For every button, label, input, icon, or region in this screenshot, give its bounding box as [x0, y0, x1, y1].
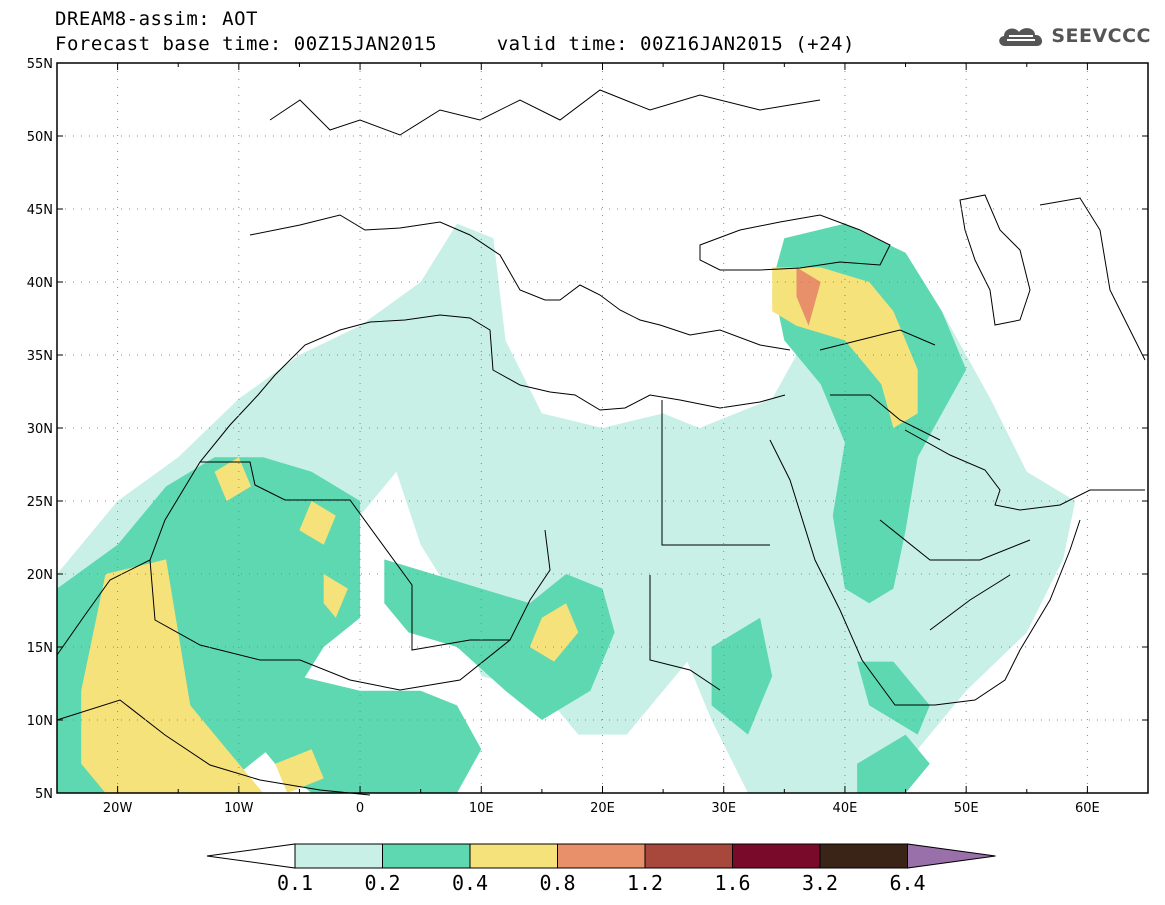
- coastline-gulf-guinea: [56, 699, 371, 796]
- lat-tick-label: 5N: [35, 787, 53, 802]
- aot-region-12: [275, 749, 324, 793]
- aot-region-9: [214, 457, 251, 501]
- aot-region-15: [796, 267, 821, 326]
- colorbar-label: 0.8: [539, 871, 575, 895]
- coastlines-borders: [56, 89, 1146, 796]
- colorbar-segment: [294, 843, 383, 869]
- aot-region-8: [81, 559, 264, 793]
- colorbar-arrow-low: [206, 843, 296, 869]
- colorbar-segment: [644, 843, 733, 869]
- chart-title: DREAM8-assim: AOT: [55, 8, 258, 30]
- aot-region-5: [711, 617, 773, 735]
- lat-tick-label: 50N: [27, 130, 53, 145]
- aot-region-10: [299, 501, 336, 545]
- lat-tick-label: 20N: [27, 568, 53, 583]
- lat-tick-label: 40N: [27, 276, 53, 291]
- axis-ticks: 55N 50N 45N 40N 35N 30N 25N 20N 15N 10N 5N 20W 10W 0 1…: [27, 57, 1149, 816]
- border-egypt-sudan: [649, 400, 770, 691]
- aot-region-6: [857, 661, 930, 735]
- lat-tick-label: 45N: [27, 203, 53, 218]
- lon-tick-label: 10E: [469, 801, 494, 816]
- colorbar-segment: [557, 843, 646, 869]
- lon-tick-label: 20E: [590, 801, 615, 816]
- lat-tick-label: 30N: [27, 422, 53, 437]
- lat-tick-label: 55N: [27, 57, 53, 72]
- border-middle-east: [819, 329, 941, 441]
- aot-region-7: [857, 734, 930, 793]
- coastline-north-europe: [269, 89, 821, 136]
- lat-lon-grid: [57, 62, 1148, 794]
- coastline-red-sea: [769, 439, 1081, 706]
- border-arabia: [879, 519, 1031, 631]
- colorbar-label: 0.4: [452, 871, 488, 895]
- lon-tick-label: 40E: [833, 801, 858, 816]
- lon-tick-label: 60E: [1075, 801, 1100, 816]
- lat-tick-label: 10N: [27, 714, 53, 729]
- border-sahel: [149, 559, 511, 691]
- colorbar-label: 0.1: [277, 871, 313, 895]
- colorbar-label: 6.4: [889, 871, 925, 895]
- border-iran-east: [1039, 197, 1146, 361]
- lat-tick-label: 25N: [27, 495, 53, 510]
- seevccc-logo: SEEVCCC: [995, 22, 1151, 50]
- coastline-arabia-gulf: [904, 429, 1145, 511]
- lon-tick-label: 30E: [711, 801, 736, 816]
- border-maghreb: [200, 461, 551, 651]
- coastline-europe-med: [249, 214, 791, 351]
- colorbar-label: 1.6: [714, 871, 750, 895]
- aot-fill-layer: [57, 223, 1076, 794]
- lon-tick-label: 20W: [103, 801, 133, 816]
- lat-tick-label: 35N: [27, 349, 53, 364]
- colorbar-segment: [469, 843, 558, 869]
- logo-text: SEEVCCC: [1051, 25, 1151, 47]
- lat-tick-label: 15N: [27, 641, 53, 656]
- aot-region-13: [529, 603, 579, 662]
- lon-tick-label: 50E: [954, 801, 979, 816]
- cloud-icon: [999, 28, 1043, 46]
- colorbar: 0.1 0.2 0.4 0.8 1.2 1.6 3.2 6.4: [206, 843, 996, 895]
- coastline-africa-west: [56, 314, 786, 656]
- colorbar-segment: [732, 843, 821, 869]
- coastline-black-sea: [699, 214, 891, 271]
- lon-tick-label: 10W: [224, 801, 254, 816]
- chart-subtitle: Forecast base time: 00Z15JAN2015 valid t…: [55, 33, 855, 55]
- coastline-caspian: [959, 194, 1031, 326]
- colorbar-arrow-high: [907, 843, 996, 869]
- colorbar-label: 1.2: [627, 871, 663, 895]
- colorbar-segment: [819, 843, 908, 869]
- aot-region-11: [323, 574, 348, 618]
- lon-tick-label: 0: [356, 801, 364, 816]
- colorbar-segment: [382, 843, 471, 869]
- colorbar-label: 3.2: [802, 871, 838, 895]
- colorbar-label: 0.2: [364, 871, 400, 895]
